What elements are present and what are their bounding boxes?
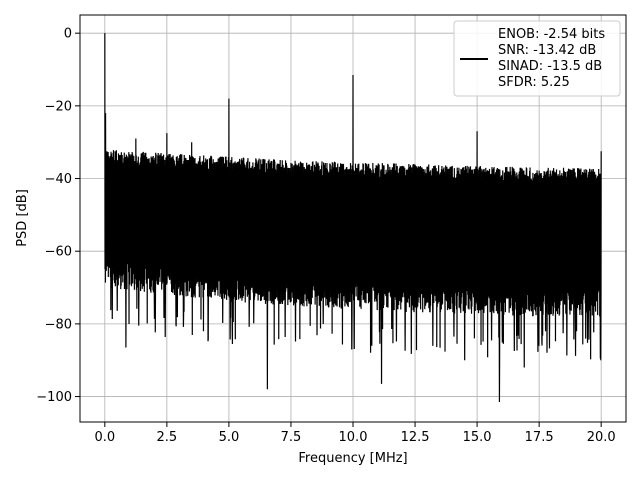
x-tick-label: 5.0 bbox=[219, 430, 240, 445]
x-tick-label: 7.5 bbox=[281, 430, 302, 445]
x-axis-ticks: 0.0 2.5 5.0 7.5 10.0 12.5 15.0 17.5 20.0 bbox=[94, 422, 616, 445]
series-line bbox=[104, 33, 602, 403]
legend-line-snr: SNR: -13.42 dB bbox=[498, 43, 596, 58]
x-tick-label: 0.0 bbox=[94, 430, 115, 445]
legend: ENOB: -2.54 bits SNR: -13.42 dB SINAD: -… bbox=[453, 20, 621, 97]
y-tick-label: 0 bbox=[64, 27, 72, 42]
legend-line-sinad: SINAD: -13.5 dB bbox=[498, 59, 602, 74]
x-tick-label: 20.0 bbox=[587, 430, 616, 445]
legend-line-enob: ENOB: -2.54 bits bbox=[498, 27, 605, 42]
x-tick-label: 17.5 bbox=[525, 430, 554, 445]
x-tick-label: 12.5 bbox=[401, 430, 430, 445]
legend-line-sfdr: SFDR: 5.25 bbox=[498, 75, 570, 90]
y-tick-label: −100 bbox=[36, 390, 72, 405]
y-axis-label: PSD [dB] bbox=[15, 189, 30, 247]
y-tick-label: −20 bbox=[45, 99, 72, 114]
x-axis-label: Frequency [MHz] bbox=[298, 451, 407, 466]
y-tick-label: −40 bbox=[45, 172, 72, 187]
y-tick-label: −60 bbox=[45, 245, 72, 260]
x-tick-label: 15.0 bbox=[463, 430, 492, 445]
y-tick-label: −80 bbox=[45, 317, 72, 332]
x-tick-label: 2.5 bbox=[157, 430, 178, 445]
y-axis-ticks: 0 −20 −40 −60 −80 −100 bbox=[36, 27, 80, 405]
x-tick-label: 10.0 bbox=[339, 430, 368, 445]
legend-box bbox=[453, 20, 621, 97]
